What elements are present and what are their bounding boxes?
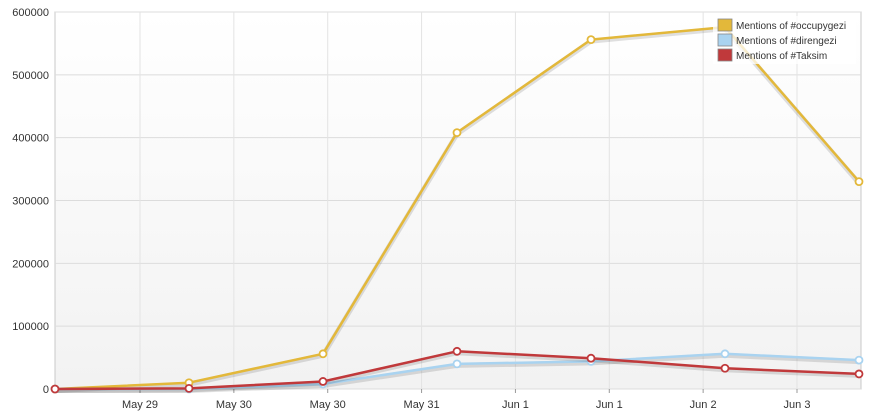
legend-swatch bbox=[717, 33, 733, 47]
data-point[interactable] bbox=[854, 177, 864, 187]
x-axis: May 29 May 30 May 30 May 31 Jun 1 Jun 1 Jun 2 J… bbox=[122, 389, 811, 411]
data-point[interactable] bbox=[452, 128, 462, 138]
data-point[interactable] bbox=[184, 383, 194, 393]
x-tick-label: May 30 bbox=[216, 399, 252, 411]
data-point[interactable] bbox=[720, 349, 730, 359]
data-point[interactable] bbox=[318, 349, 328, 359]
legend-label[interactable]: Mentions of #Taksim bbox=[736, 51, 827, 62]
data-point[interactable] bbox=[586, 35, 596, 45]
y-tick-label: 100000 bbox=[12, 321, 49, 333]
legend[interactable]: Mentions of #occupygezi Mentions of #dire… bbox=[713, 16, 856, 64]
x-tick-label: Jun 1 bbox=[502, 399, 529, 411]
x-tick-label: May 31 bbox=[404, 399, 440, 411]
data-point[interactable] bbox=[586, 353, 596, 363]
x-tick-label: May 30 bbox=[310, 399, 346, 411]
data-point[interactable] bbox=[452, 346, 462, 356]
y-tick-label: 0 bbox=[43, 384, 49, 396]
x-tick-label: May 29 bbox=[122, 399, 158, 411]
data-point[interactable] bbox=[50, 384, 60, 394]
legend-label[interactable]: Mentions of #direngezi bbox=[736, 36, 837, 47]
y-tick-label: 500000 bbox=[12, 70, 49, 82]
y-tick-label: 200000 bbox=[12, 258, 49, 270]
x-tick-label: Jun 3 bbox=[784, 399, 811, 411]
legend-swatch bbox=[717, 48, 733, 62]
legend-box bbox=[713, 16, 856, 64]
legend-swatch bbox=[717, 18, 733, 32]
data-point[interactable] bbox=[452, 359, 462, 369]
x-tick-label: Jun 2 bbox=[690, 399, 717, 411]
legend-label[interactable]: Mentions of #occupygezi bbox=[736, 21, 846, 32]
y-axis: 0 100000 200000 300000 400000 500000 600000 bbox=[12, 7, 49, 396]
x-tick-label: Jun 1 bbox=[596, 399, 623, 411]
data-point[interactable] bbox=[854, 355, 864, 365]
data-point[interactable] bbox=[318, 377, 328, 386]
data-point[interactable] bbox=[854, 369, 864, 379]
y-tick-label: 400000 bbox=[12, 133, 49, 145]
data-point[interactable] bbox=[720, 363, 730, 373]
y-tick-label: 600000 bbox=[12, 7, 49, 19]
y-tick-label: 300000 bbox=[12, 196, 49, 208]
